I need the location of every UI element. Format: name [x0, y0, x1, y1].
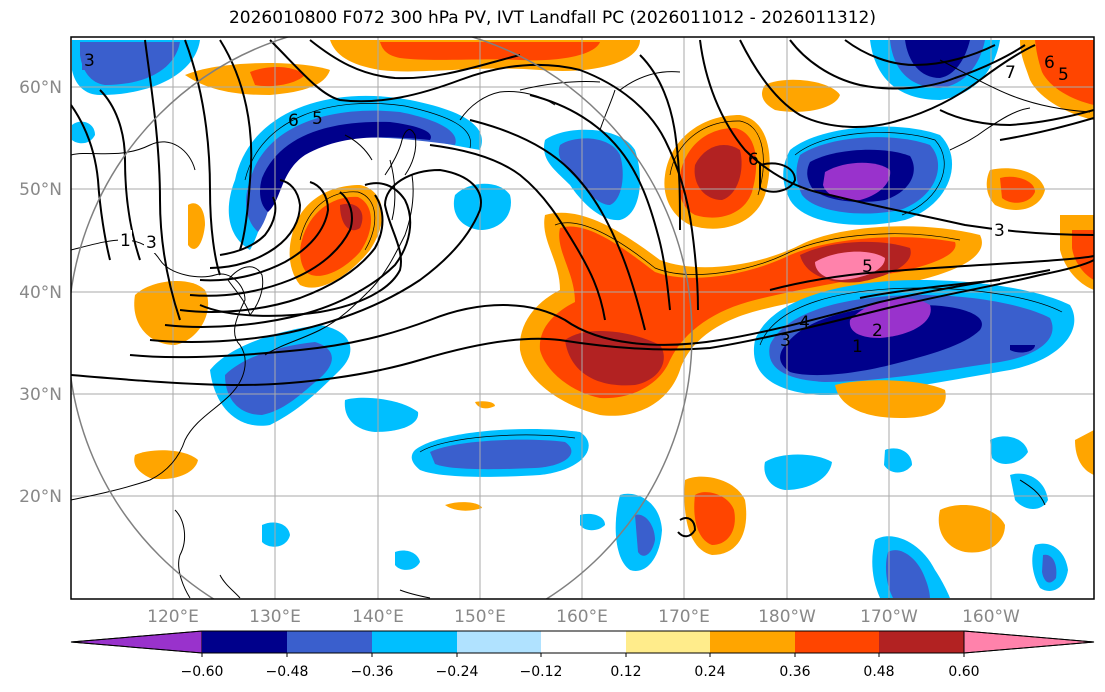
colorbar-tick-label: −0.24: [436, 664, 479, 680]
coastlines: [71, 59, 1091, 599]
colorbar-tick-label: −0.36: [351, 664, 394, 680]
contour-label: 6: [1044, 53, 1055, 73]
map-frame: [70, 36, 1095, 600]
pv-anomaly-fill: [72, 40, 1094, 598]
lon-label: 130°E: [249, 607, 301, 627]
colorbar-segment: [541, 631, 626, 653]
longitude-axis: 120°E 130°E 140°E 150°E 160°E 170°E 180°…: [147, 607, 1020, 627]
contour-label: 3: [780, 331, 791, 351]
colorbar-segment: [626, 631, 710, 653]
colorbar-tick-label: −0.12: [520, 664, 563, 680]
landfall-radius-circle: [71, 37, 693, 599]
lat-label: 60°N: [19, 78, 62, 98]
colorbar-segment: [879, 631, 964, 653]
contour-label-group: 3 1 3 6 5 7 6 5 6 3 5 4 3 1 2: [82, 50, 1069, 357]
colorbar-tick-label: −0.48: [266, 664, 309, 680]
colorbar-tick-label: 0.36: [779, 664, 810, 680]
contour-label: 2: [872, 321, 883, 341]
map-title: 2026010800 F072 300 hPa PV, IVT Landfall…: [228, 8, 876, 28]
map-plot-area: 3 1 3 6 5 7 6 5 6 3 5 4 3 1 2: [71, 37, 1094, 599]
contour-label: 5: [312, 109, 323, 129]
colorbar-tick-label: 0.24: [694, 664, 725, 680]
lat-label: 40°N: [19, 283, 62, 303]
contour-label: 5: [1058, 65, 1069, 85]
colorbar-segment: [710, 631, 795, 653]
lat-label: 50°N: [19, 180, 62, 200]
contour-label: 3: [146, 233, 157, 253]
colorbar-segment: [70, 630, 203, 654]
contour-label: 3: [84, 51, 95, 71]
contour-label: 4: [799, 313, 810, 333]
latitude-axis: 60°N 50°N 40°N 30°N 20°N: [19, 78, 62, 507]
colorbar-segment: [963, 630, 1095, 654]
lon-label: 140°E: [352, 607, 404, 627]
contour-label: 3: [994, 221, 1005, 241]
lon-label: 160°E: [556, 607, 608, 627]
colorbar-tick-label: −0.60: [181, 664, 224, 680]
contour-label: 6: [748, 150, 759, 170]
lon-label: 170°W: [860, 607, 918, 627]
contour-label: 6: [288, 111, 299, 131]
colorbar-tick-label: 0.60: [948, 664, 979, 680]
lat-label: 30°N: [19, 385, 62, 405]
lon-label: 180°W: [758, 607, 816, 627]
contour-label: 1: [120, 231, 131, 251]
pv-outline: [244, 103, 1063, 453]
colorbar: −0.60 −0.48 −0.36 −0.24 −0.12 0.12 0.24 …: [70, 630, 1095, 680]
contour-label: 1: [852, 337, 863, 357]
colorbar-segment: [457, 631, 541, 653]
lon-label: 150°E: [454, 607, 506, 627]
colorbar-segment: [795, 631, 879, 653]
ivt-contours: [71, 39, 1094, 538]
colorbar-segment: [202, 631, 287, 653]
contour-label: 5: [862, 257, 873, 277]
lon-label: 120°E: [147, 607, 199, 627]
colorbar-segment: [372, 631, 457, 653]
lon-label: 170°E: [658, 607, 710, 627]
contour-label: 7: [1005, 63, 1016, 83]
colorbar-tick-label: 0.48: [863, 664, 894, 680]
lat-label: 20°N: [19, 487, 62, 507]
colorbar-tick-label: 0.12: [610, 664, 641, 680]
colorbar-segment: [287, 631, 372, 653]
lon-label: 160°W: [962, 607, 1020, 627]
